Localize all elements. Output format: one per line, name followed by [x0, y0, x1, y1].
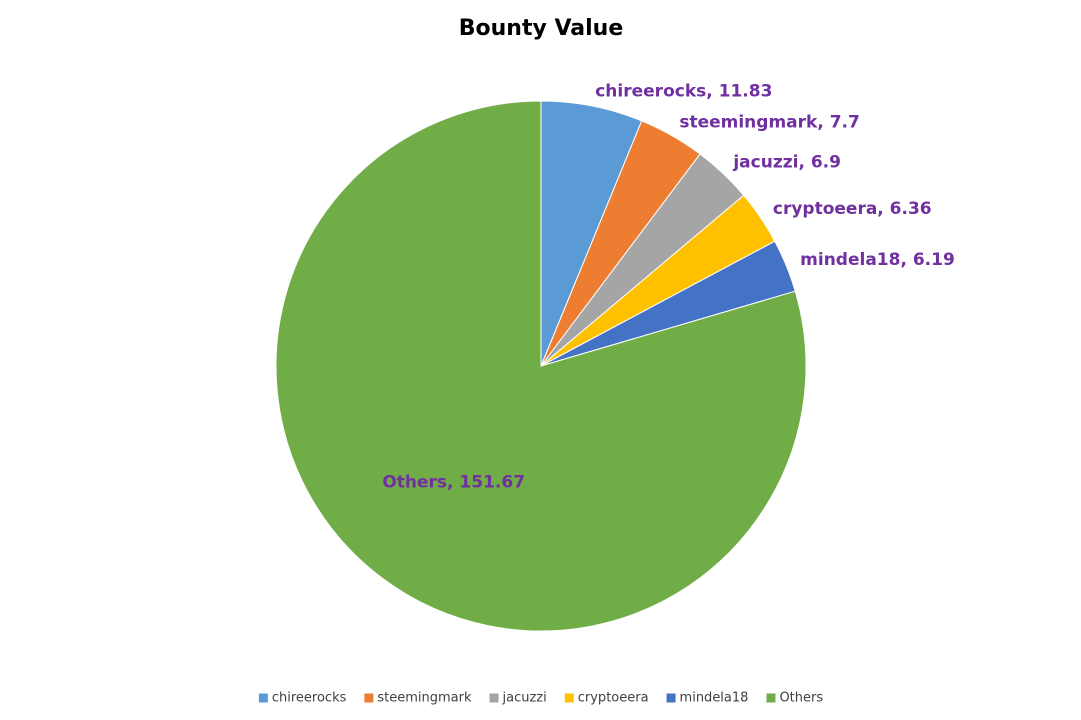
data-labels: chireerocks, 11.83 steemingmark, 7.7 jacuz…	[382, 81, 954, 492]
legend-item: steemingmark	[364, 691, 472, 706]
legend-swatch	[766, 693, 776, 703]
legend-item: jacuzzi	[489, 691, 547, 706]
legend-item: Others	[766, 691, 823, 706]
chart-title: Bounty Value	[459, 16, 624, 41]
legend-label: chireerocks	[272, 691, 347, 706]
legend-label: Others	[779, 691, 823, 706]
legend-swatch	[364, 693, 374, 703]
legend-swatch	[489, 693, 499, 703]
legend-item: mindela18	[666, 691, 749, 706]
data-label: mindela18, 6.19	[800, 250, 955, 270]
data-label: steemingmark, 7.7	[679, 113, 859, 133]
legend: chireerocks steemingmark jacuzzi cryptoeera…	[258, 691, 823, 706]
data-label: jacuzzi, 6.9	[732, 153, 841, 173]
data-label: Others, 151.67	[382, 473, 525, 493]
legend-swatch	[564, 693, 574, 703]
legend-item: cryptoeera	[564, 691, 649, 706]
data-label: chireerocks, 11.83	[595, 81, 772, 101]
data-label: cryptoeera, 6.36	[773, 199, 932, 219]
legend-label: steemingmark	[377, 691, 472, 706]
legend-item: chireerocks	[258, 691, 347, 706]
legend-label: mindela18	[680, 691, 749, 706]
legend-swatch	[258, 693, 268, 703]
legend-label: cryptoeera	[578, 691, 649, 706]
pie-slice	[275, 100, 807, 632]
legend-label: jacuzzi	[502, 691, 547, 706]
legend-swatch	[666, 693, 676, 703]
pie	[275, 100, 807, 632]
